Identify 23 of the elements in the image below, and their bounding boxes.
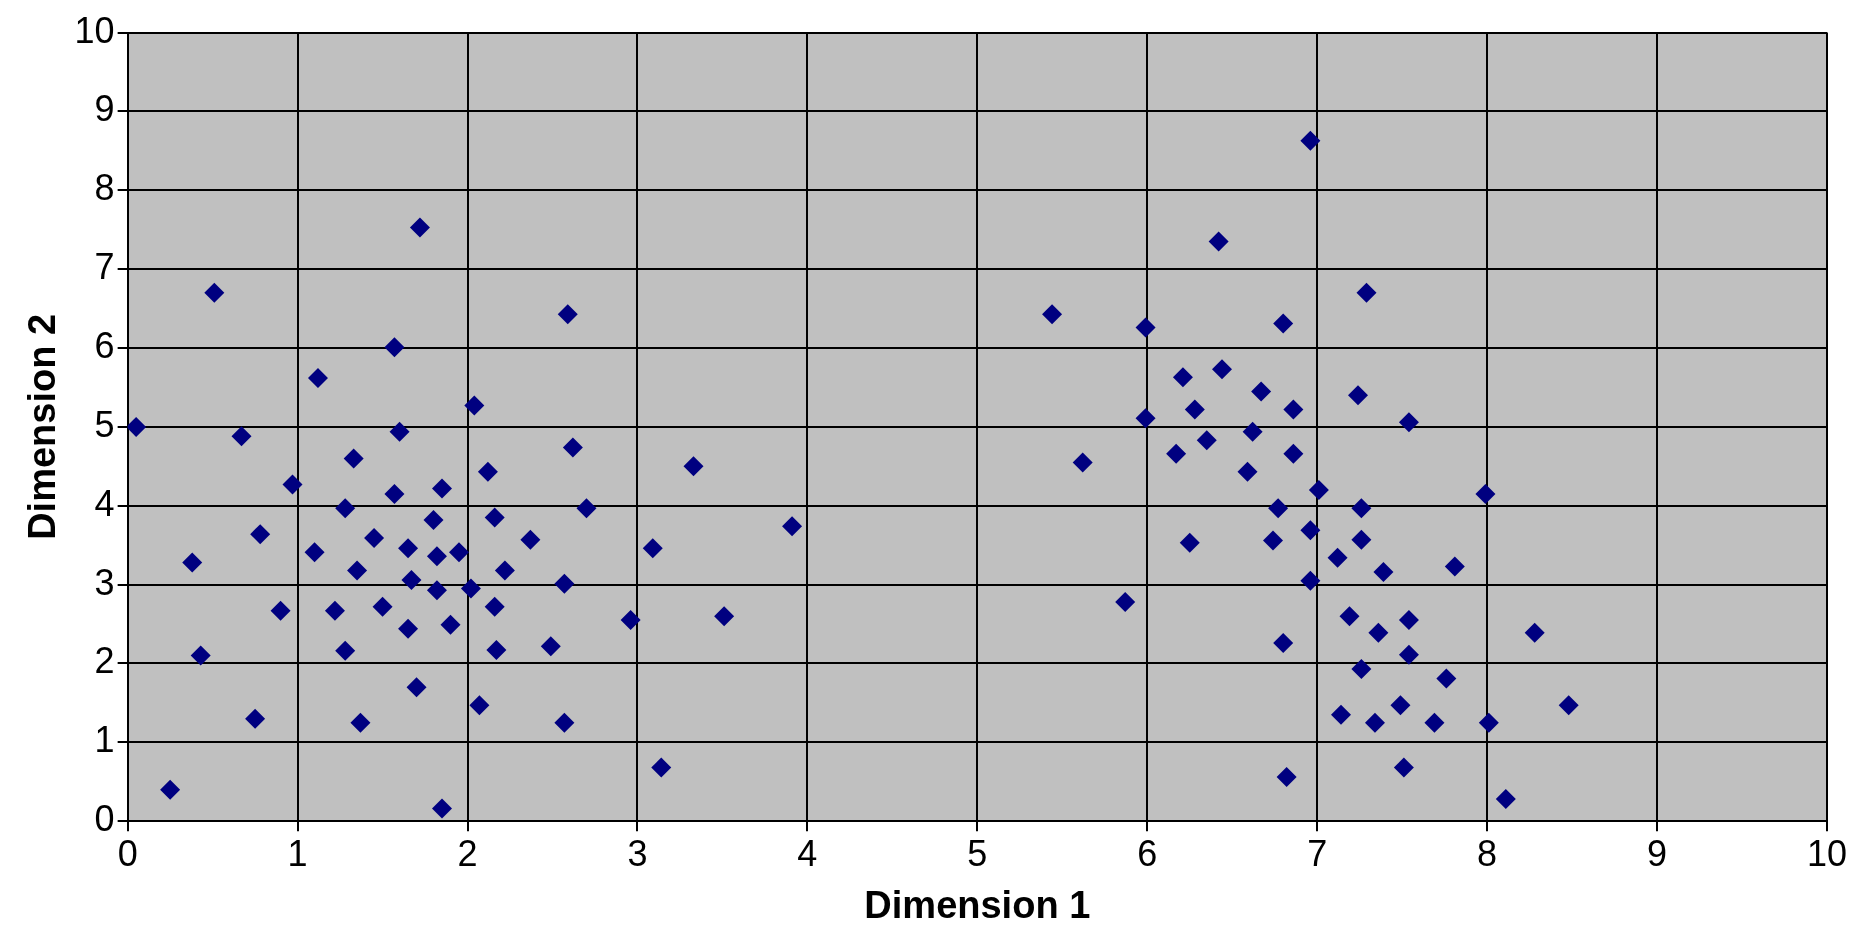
y-tick-label: 3	[94, 561, 115, 603]
y-tick-label: 1	[94, 719, 115, 761]
y-tick-label: 6	[94, 324, 115, 366]
x-tick-label: 9	[1647, 832, 1668, 874]
y-tick-label: 9	[94, 88, 115, 130]
x-tick-label: 10	[1806, 832, 1848, 874]
x-tick-label: 1	[287, 832, 308, 874]
x-tick-label: 5	[967, 832, 988, 874]
y-tick-label: 4	[94, 482, 115, 524]
x-tick-label: 3	[627, 832, 648, 874]
x-tick-label: 2	[457, 832, 478, 874]
x-tick-label: 4	[797, 832, 818, 874]
y-tick-label: 10	[74, 9, 115, 51]
x-tick-label: 6	[1137, 832, 1158, 874]
x-tick-label: 7	[1307, 832, 1328, 874]
x-tick-label: 8	[1477, 832, 1498, 874]
y-tick-label: 7	[94, 246, 115, 288]
y-tick-label: 0	[94, 798, 115, 840]
y-tick-label: 8	[94, 167, 115, 209]
y-tick-label: 5	[94, 403, 115, 445]
y-tick-label: 2	[94, 640, 115, 682]
x-axis-title: Dimension 1	[864, 883, 1091, 926]
y-axis-title: Dimension 2	[21, 313, 64, 540]
